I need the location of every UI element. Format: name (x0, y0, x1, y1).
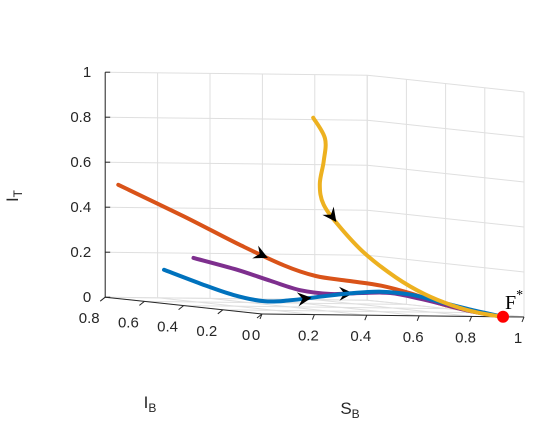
label-layer: IT IB SB (3, 189, 360, 421)
z-tick-label: 1 (83, 64, 91, 81)
x-tick-label: 0.8 (455, 329, 476, 346)
z-tick-label: 0.8 (70, 109, 91, 126)
x-axis-line (261, 313, 525, 318)
right-wall-grid-line (367, 209, 525, 228)
x-tick-mark (364, 315, 368, 321)
y-tick-mark (256, 313, 263, 319)
z-tick-label: 0.6 (70, 154, 91, 171)
x-tick-label: 0 (252, 327, 260, 344)
trajectory-4 (311, 115, 505, 319)
x-tick-mark (311, 314, 315, 320)
y-tick-label: 0 (242, 327, 250, 344)
y-tick-mark (217, 309, 224, 315)
y-tick-mark (178, 305, 184, 310)
y-axis-label: IB (144, 393, 157, 415)
back-wall-grid-line (105, 206, 368, 211)
z-tick-label: 0 (83, 289, 91, 306)
direction-arrow-3 (296, 292, 312, 307)
x-tick-label: 1 (514, 330, 522, 347)
y-tick-label: 0.4 (157, 319, 178, 336)
x-tick-label: 0.2 (298, 328, 319, 345)
axis-layer: 0 0.2 0.4 0.6 0.8 1 0 0.2 0.4 0.6 0.8 0 0.2 0.4 0.6 0.8… (70, 64, 525, 347)
direction-arrow-4 (322, 206, 337, 222)
annotation-layer: F* (497, 288, 523, 323)
floor-grid-line (222, 309, 485, 314)
y-tick-label: 0.2 (196, 323, 217, 340)
z-tick-label: 0.2 (70, 244, 91, 261)
back-wall-grid-line (105, 251, 368, 256)
right-wall-grid-line (367, 254, 525, 273)
z-tick-label: 0.4 (70, 199, 91, 216)
y-tick-label: 0.8 (79, 310, 100, 327)
equilibrium-point-marker (497, 310, 510, 323)
back-wall-grid-line (105, 116, 368, 121)
z-axis-label: IT (3, 189, 25, 202)
equilibrium-label: F* (505, 288, 523, 314)
back-wall-grid-line (105, 71, 368, 76)
x-tick-mark (416, 315, 420, 321)
right-wall-grid-line (367, 74, 525, 93)
x-tick-label: 0.4 (350, 328, 371, 345)
y-tick-mark (139, 301, 145, 306)
x-tick-mark (469, 316, 473, 322)
x-tick-label: 0.6 (403, 329, 424, 346)
x-tick-mark (521, 316, 525, 323)
back-wall-grid-line (105, 296, 368, 301)
y-tick-label: 0.6 (118, 314, 139, 331)
floor-grid-line (183, 305, 446, 310)
right-wall-grid-line (367, 164, 525, 183)
x-axis-label: SB (340, 399, 359, 421)
y-tick-mark (99, 296, 106, 302)
right-wall-grid-line (367, 119, 525, 138)
direction-arrow-1 (252, 245, 268, 259)
trajectory-layer (116, 115, 505, 319)
